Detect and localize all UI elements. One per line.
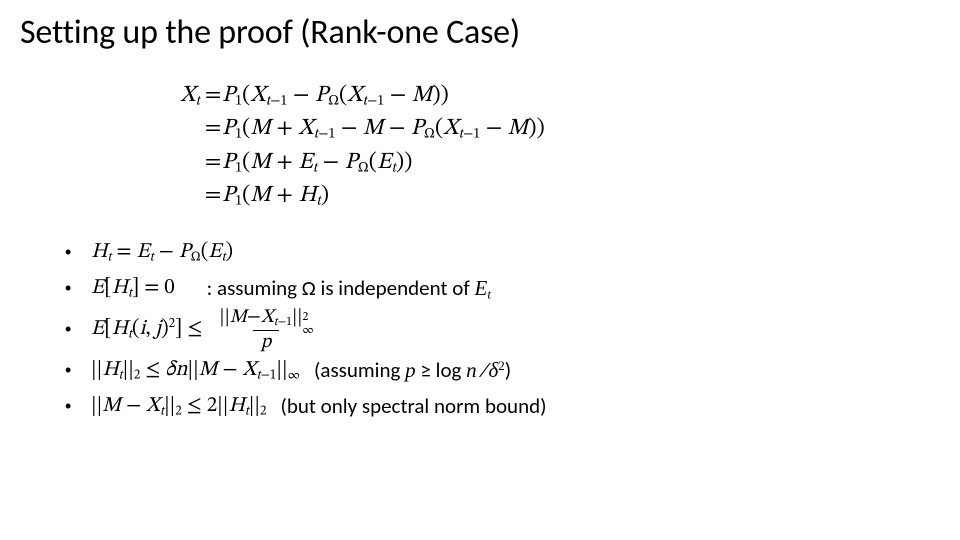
equation-rhs-4: P1(M + Ht) [222,179,329,212]
bullet-5-note: (but only spectral norm bound) [280,393,546,419]
bullet-3: • E[Ht(i, j)2] ≤ ||M−Xt−1||2∞ p [65,306,940,352]
bullet-icon: • [65,279,81,297]
bullet-icon: • [65,361,81,379]
equation-rhs-2: P1(M + Xt−1 − M − PΩ(Xt−1 − M)) [222,112,545,145]
bullet-5: • ||M − Xt||2 ≤ 2||Ht||2 (but only spect… [65,388,940,424]
bullet-1-body: Ht = Et − PΩ(Et) [91,239,233,266]
equals-sign: = [204,179,222,212]
bullet-2-body: E[Ht] = 0 : assuming Ω is independent of… [91,275,491,302]
bullet-4-body: ||Ht||2 ≤ δn||M − Xt−1||∞ (assuming p ≥ … [91,357,511,384]
fraction-numerator: ||M−Xt−1||2∞ [216,307,315,330]
bullet-list: • Ht = Et − PΩ(Et) • E[Ht] = 0 : assumin… [65,234,940,424]
slide-title: Setting up the proof (Rank-one Case) [20,12,940,53]
bullet-2: • E[Ht] = 0 : assuming Ω is independent … [65,270,940,306]
equation-line-1: Xt = P1(Xt−1 − PΩ(Xt−1 − M)) [160,79,940,112]
equation-block: Xt = P1(Xt−1 − PΩ(Xt−1 − M)) = P1(M + Xt… [160,79,940,212]
bullet-icon: • [65,243,81,261]
bullet-1: • Ht = Et − PΩ(Et) [65,234,940,270]
slide: Setting up the proof (Rank-one Case) Xt … [0,0,960,540]
equation-line-4: = P1(M + Ht) [160,179,940,212]
bullet-icon: • [65,397,81,415]
fraction: ||M−Xt−1||2∞ p [216,307,315,352]
equation-line-2: = P1(M + Xt−1 − M − PΩ(Xt−1 − M)) [160,112,940,145]
fraction-denominator: p [253,330,279,352]
equation-lhs: Xt [160,79,204,112]
equation-rhs-3: P1(M + Et − PΩ(Et)) [222,146,412,179]
bullet-icon: • [65,320,81,338]
bullet-4: • ||Ht||2 ≤ δn||M − Xt−1||∞ (assuming p … [65,352,940,388]
bullet-3-body: E[Ht(i, j)2] ≤ ||M−Xt−1||2∞ p [91,307,315,352]
equation-rhs-1: P1(Xt−1 − PΩ(Xt−1 − M)) [222,79,449,112]
equals-sign: = [204,146,222,179]
equation-line-3: = P1(M + Et − PΩ(Et)) [160,146,940,179]
equals-sign: = [204,112,222,145]
bullet-5-body: ||M − Xt||2 ≤ 2||Ht||2 (but only spectra… [91,393,547,420]
equals-sign: = [204,79,222,112]
